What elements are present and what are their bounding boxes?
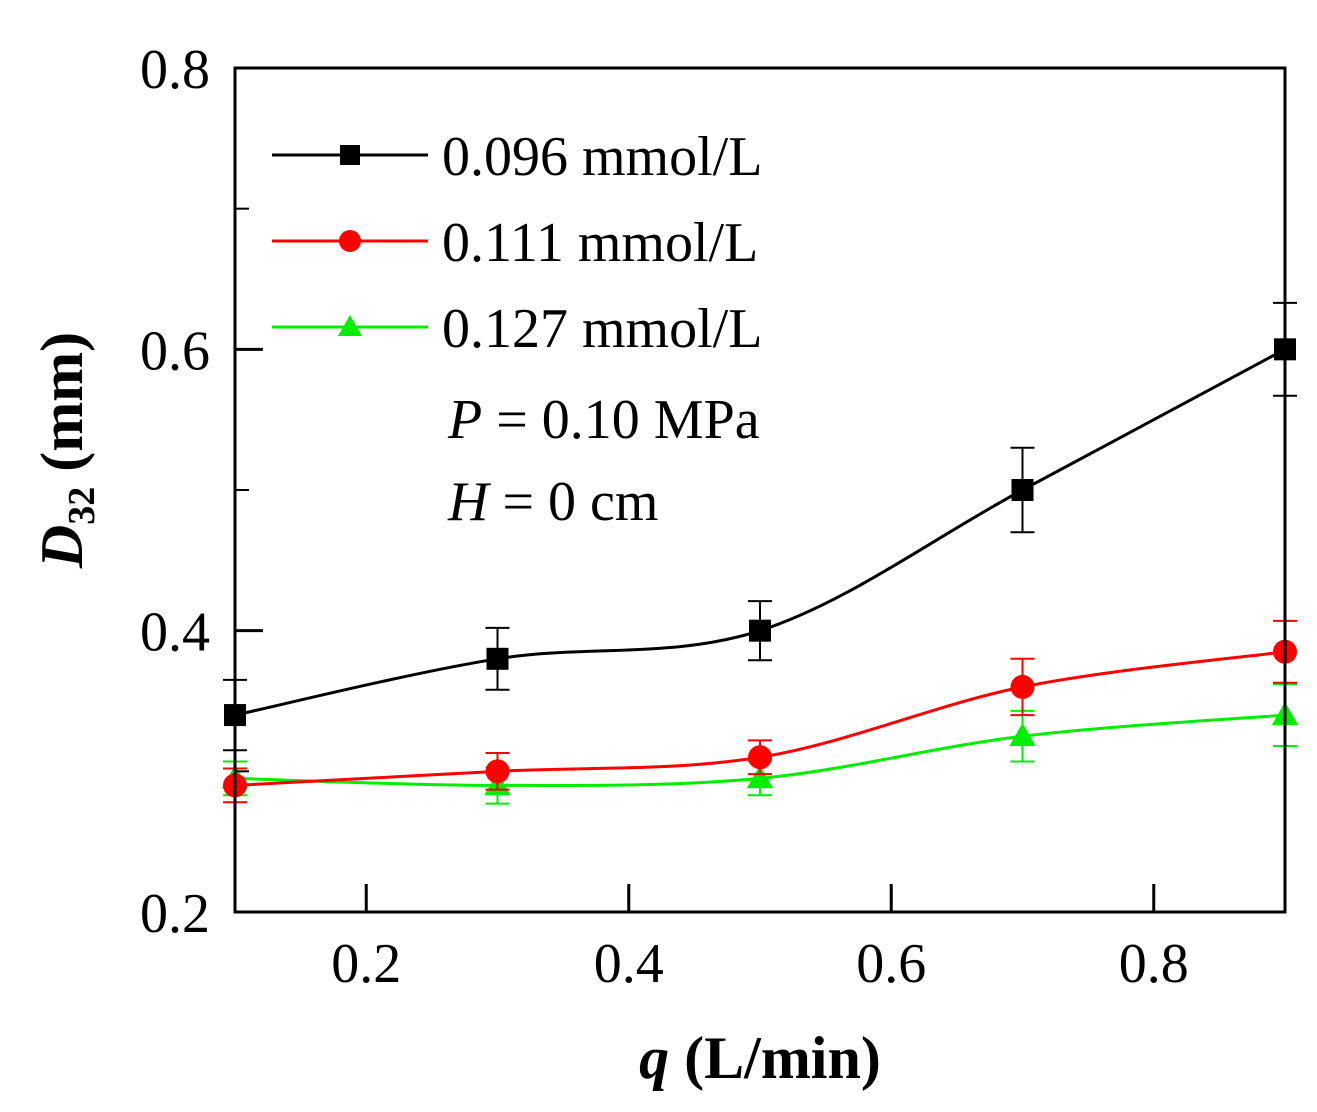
annotation-variable: P [447, 389, 482, 451]
legend-label: 0.111 mmol/L [442, 212, 758, 274]
legend-label: 0.127 mmol/L [442, 298, 762, 360]
annotation-value: = 0.10 MPa [482, 389, 760, 451]
legend-item-1: 0.111 mmol/L [272, 212, 758, 274]
data-point [749, 619, 771, 642]
y-tick-label: 0.4 [140, 602, 210, 664]
axes-layer: 0.2 0.4 0.6 0.8 0.2 0.4 0.6 0.8 [140, 39, 1287, 995]
data-point [1009, 722, 1036, 747]
legend-item-0: 0.096 mmol/L [272, 126, 762, 188]
y-tick-label: 0.6 [140, 320, 210, 382]
axis-labels: q (L/min) D32 (mm) [29, 332, 881, 1091]
y-axis-subscript: 32 [61, 487, 103, 525]
y-axis-label: D32 (mm) [29, 332, 103, 569]
data-point [485, 759, 510, 784]
x-tick-label: 0.6 [856, 933, 926, 995]
x-axis-unit: (L/min) [669, 1025, 881, 1091]
annotation-0: P = 0.10 MPa [447, 389, 760, 451]
y-axis-unit: (mm) [29, 332, 95, 487]
x-axis-variable: q [639, 1025, 669, 1091]
data-point [746, 765, 774, 789]
y-tick-label: 0.2 [140, 883, 210, 945]
data-point [1010, 674, 1035, 699]
legend-marker [338, 315, 362, 336]
data-point [1011, 479, 1034, 501]
x-tick-label: 0.8 [1119, 933, 1189, 995]
y-tick-label: 0.8 [140, 39, 210, 101]
annotation-1: H = 0 cm [447, 471, 658, 533]
annotation-value: = 0 cm [488, 471, 658, 533]
legend-marker [339, 230, 361, 252]
legend-marker [340, 145, 360, 165]
x-tick-label: 0.2 [331, 933, 401, 995]
x-axis-label: q (L/min) [639, 1025, 881, 1091]
y-axis-variable: D [29, 525, 95, 569]
x-tick-label: 0.4 [594, 933, 664, 995]
legend: 0.096 mmol/L 0.111 mmol/L 0.127 mmol/L P = … [272, 126, 762, 533]
legend-label: 0.096 mmol/L [442, 126, 762, 188]
data-point [748, 745, 772, 770]
series-0 [223, 301, 1297, 752]
legend-item-2: 0.127 mmol/L [272, 298, 762, 360]
series-layer [221, 301, 1299, 805]
annotation-variable: H [447, 471, 491, 533]
data-point [486, 647, 509, 670]
